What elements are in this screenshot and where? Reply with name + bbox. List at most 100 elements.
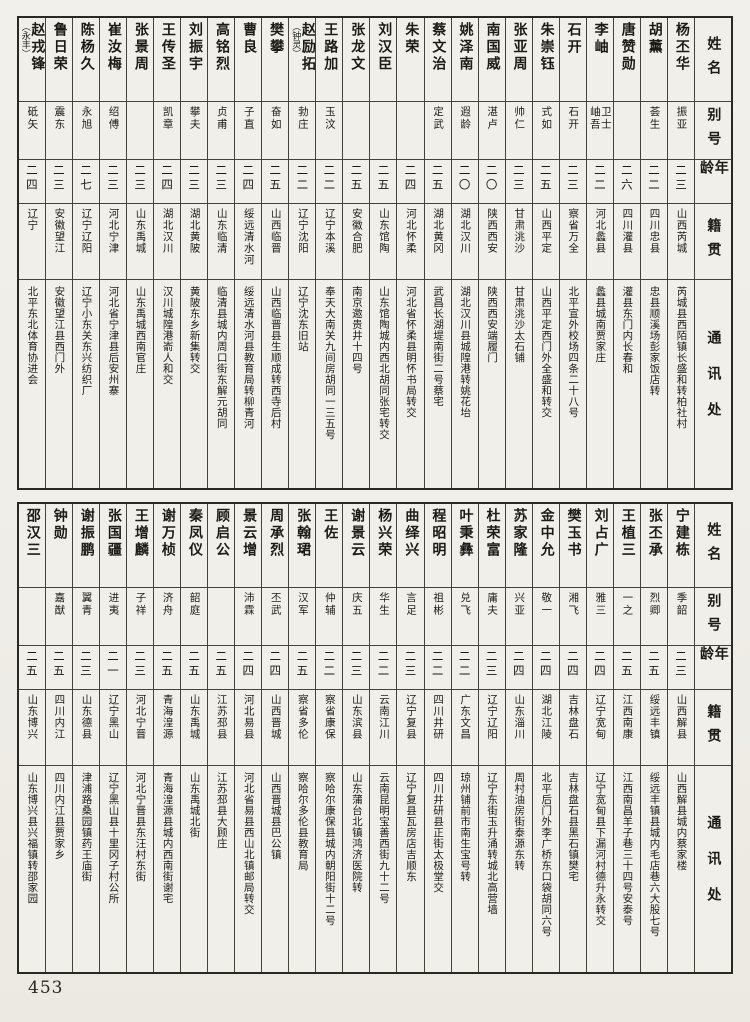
person-native-place: 湖北黄陂 [188,208,201,254]
person-native-place: 陕西西安 [486,208,499,254]
age-cell: 二五 [532,160,559,204]
person-column: 刘振宇 攀夫 二三 湖北黄陂 黄陂东乡新集转交 [180,18,208,488]
native-place-cell: 察省多伦 [289,690,316,766]
native-place-cell: 山东淄川 [505,690,532,766]
person-alias: 凯章 [161,106,174,131]
name-cell: 曲绎兴 [397,504,424,588]
person-native-place: 山东淄川 [513,694,526,740]
address-cell: 山西临晋县生顺成转西寺后村 [262,280,288,488]
address-cell: 绥远丰镇县城内毛店巷六大股七号 [641,766,667,972]
name-cell: 朱荣 [397,18,424,102]
person-age: 二三 [51,164,66,193]
age-cell: 二三 [45,160,72,204]
person-address: 绥远丰镇县城内毛店巷六大股七号 [648,772,661,937]
alias-cell: 季韶 [667,588,694,646]
alias-cell: 兑飞 [451,588,478,646]
address-cell: 江苏邳县大顾庄 [208,766,234,972]
person-name: 胡薰 [646,22,663,56]
page-number: 453 [28,978,64,998]
person-address: 奉天大南关九间房胡同一三五号 [323,286,336,440]
address-cell: 北平宣外校场四条二十八号 [560,280,586,488]
person-alias: 济舟 [161,592,174,617]
person-name: 张景周 [132,22,149,73]
person-address: 北平东北体育协进会 [26,286,39,385]
person-alias: 一之 [621,592,634,617]
age-cell: 二〇 [451,160,478,204]
person-age: 二三 [133,650,148,679]
header-column: 姓名 别号 年龄 籍贯 通讯处 [694,18,731,488]
person-name: 樊玉书 [565,508,582,559]
native-place-cell: 安徽合肥 [343,204,370,280]
age-cell: 二四 [397,160,424,204]
person-column: 王植三 一之 二五 江西南康 江西南昌羊子巷三十四号安泰号 [612,504,640,972]
person-column: 王增麟 子祥 二三 河北宁晋 河北宁晋县东汪村东街 [126,504,154,972]
person-native-place: 辽宁沈阳 [296,208,309,254]
person-native-place: 山东临清 [215,208,228,254]
person-alias: 勃庄 [296,106,309,131]
name-cell: 王路加 [316,18,343,102]
alias-cell: 韶庭 [181,588,208,646]
person-alias: 兑飞 [459,592,472,617]
address-cell: 绥远清水河县教育局转柳青河 [235,280,261,488]
person-name-paren: （永丰） [19,22,30,58]
person-column: 唐赞勋 二六 四川灌县 灌县东门内长春和 [612,18,640,488]
address-cell: 周村油房街泰源东转 [506,766,532,972]
name-cell: 谢景云 [343,504,370,588]
address-cell: 奉天大南关九间房胡同一三五号 [316,280,342,488]
name-cell: 杜荣富 [478,504,505,588]
address-cell: 吉林盘石县黑石镇樊宅 [560,766,586,972]
person-address: 北平后门外李广桥东口袋胡同六号 [540,772,553,937]
native-place-cell: 湖北黄冈 [424,204,451,280]
person-age: 二五 [268,164,283,193]
alias-cell [370,102,397,160]
age-cell: 二五 [289,646,316,690]
person-alias: 庆五 [350,592,363,617]
name-cell: 张国疆 [99,504,127,588]
person-native-place: 辽宁辽阳 [80,208,93,254]
person-native-place: 山东滨县 [350,694,363,740]
age-cell: 二二 [370,646,397,690]
native-place-cell: 辽宁黑山 [99,690,127,766]
address-cell: 汉川城隍港嵛人和交 [154,280,180,488]
address-cell: 辽宁小东关东兴纺织厂 [73,280,99,488]
alias-cell: 永旭 [72,102,99,160]
alias-cell: 庆五 [343,588,370,646]
native-place-cell: 山东德县 [72,690,99,766]
person-column: 胡薰 荟生 二二 四川忠县 忠县顺溪场彭家饭店转 [639,18,667,488]
address-cell: 山东博兴县兴福镇转邵家园 [19,766,45,972]
alias-cell: 仲辅 [316,588,343,646]
address-cell: 津浦路桑园镇药王庙街 [73,766,99,972]
address-cell: 江西南昌羊子巷三十四号安泰号 [614,766,640,972]
name-cell: 苏家隆 [505,504,532,588]
person-native-place: 山东馆陶 [377,208,390,254]
age-cell: 二三 [505,160,532,204]
person-address: 江苏邳县大顾庄 [215,772,228,849]
name-cell: 姚泽南 [451,18,478,102]
age-cell: 二三 [397,646,424,690]
person-address: 甘肃洮沙太石铺 [513,286,526,363]
native-place-cell: 山东滨县 [343,690,370,766]
native-place-cell: 山东博兴 [18,690,45,766]
person-column: 王传圣 凯章 二四 湖北汉川 汉川城隍港嵛人和交 [153,18,181,488]
person-column: 苏家隆 兴亚 二四 山东淄川 周村油房街泰源东转 [504,504,532,972]
person-name: 邵汉三 [24,508,41,559]
address-cell: 河北宁晋县东汪村东街 [127,766,153,972]
person-name: 王传圣 [159,22,176,73]
native-place-cell: 绥远清水河 [235,204,262,280]
person-native-place: 湖北汉川 [161,208,174,254]
address-cell: 河北省宁津县后安州寨 [100,280,126,488]
person-age: 二五 [51,650,66,679]
name-cell: 胡薰 [640,18,667,102]
person-address: 蠡县城南贾家庄 [594,286,607,363]
person-age: 二五 [646,650,661,679]
person-name: 苏家隆 [511,508,528,559]
name-cell: 刘振宇 [181,18,208,102]
name-cell: 朱崇钰 [532,18,559,102]
person-native-place: 湖北黄冈 [432,208,445,254]
address-cell: 山东蒲台北镇鸿济医院转 [343,766,369,972]
person-column: 陈杨久 永旭 二七 辽宁辽阳 辽宁小东关东兴纺织厂 [71,18,99,488]
person-native-place: 河北蠡县 [594,208,607,254]
person-address: 武昌长湖堤南街二号蔡宅 [432,286,445,407]
name-cell: 谢振鹏 [72,504,99,588]
person-native-place: 山西临晋 [269,208,282,254]
